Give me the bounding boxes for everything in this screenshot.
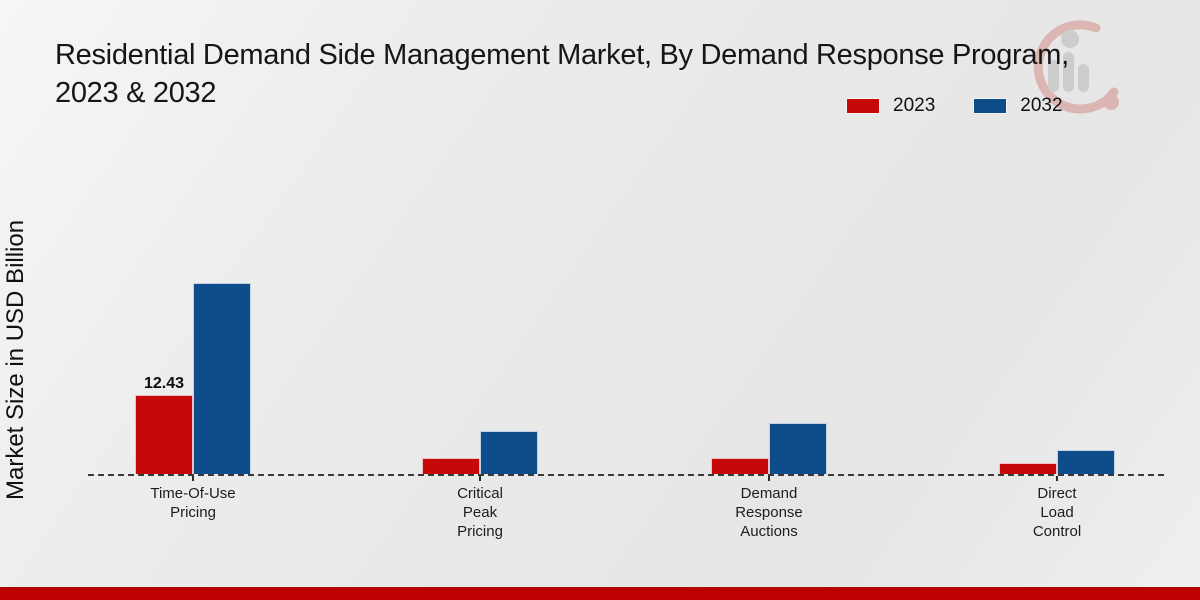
category-label-direct-load-control: Direct Load Control bbox=[1032, 485, 1082, 540]
x-axis-tick-demand-response-auctions bbox=[768, 476, 770, 481]
category-label-time-of-use-pricing: Time-Of-Use Pricing bbox=[150, 485, 236, 521]
bar-value-label-2023-time-of-use-pricing: 12.43 bbox=[143, 375, 185, 392]
legend-label-2032: 2032 bbox=[1020, 95, 1063, 116]
bar-2032-demand-response-auctions bbox=[769, 423, 827, 474]
bar-2023-critical-peak-pricing bbox=[422, 458, 480, 474]
legend-item-2032: 2032 bbox=[973, 95, 1063, 117]
chart-title: Residential Demand Side Management Marke… bbox=[55, 36, 1069, 112]
bar-2023-time-of-use-pricing bbox=[135, 395, 193, 474]
bar-2023-demand-response-auctions bbox=[711, 458, 769, 474]
chart-title-line1: Residential Demand Side Management Marke… bbox=[55, 39, 1069, 71]
footer-bar bbox=[0, 587, 1200, 600]
legend-label-2023: 2023 bbox=[893, 95, 936, 116]
x-axis-tick-time-of-use-pricing bbox=[192, 476, 194, 481]
bar-2032-time-of-use-pricing bbox=[193, 283, 251, 474]
category-label-demand-response-auctions: Demand Response Auctions bbox=[735, 485, 803, 540]
bar-2032-critical-peak-pricing bbox=[480, 431, 538, 474]
legend-item-2023: 2023 bbox=[846, 95, 935, 117]
x-axis-tick-direct-load-control bbox=[1056, 476, 1058, 481]
brand-watermark-logo-icon bbox=[1033, 20, 1119, 114]
legend-swatch-2023-icon bbox=[846, 98, 880, 114]
chart-title-line2: 2023 & 2032 bbox=[55, 77, 217, 109]
x-axis-baseline bbox=[88, 474, 1164, 476]
category-label-critical-peak-pricing: Critical Peak Pricing bbox=[457, 485, 503, 540]
bar-2023-direct-load-control bbox=[999, 463, 1057, 474]
bar-2032-direct-load-control bbox=[1057, 450, 1115, 474]
legend: 2023 2032 bbox=[846, 95, 1063, 117]
legend-swatch-2032-icon bbox=[973, 98, 1008, 114]
x-axis-tick-critical-peak-pricing bbox=[479, 476, 481, 481]
